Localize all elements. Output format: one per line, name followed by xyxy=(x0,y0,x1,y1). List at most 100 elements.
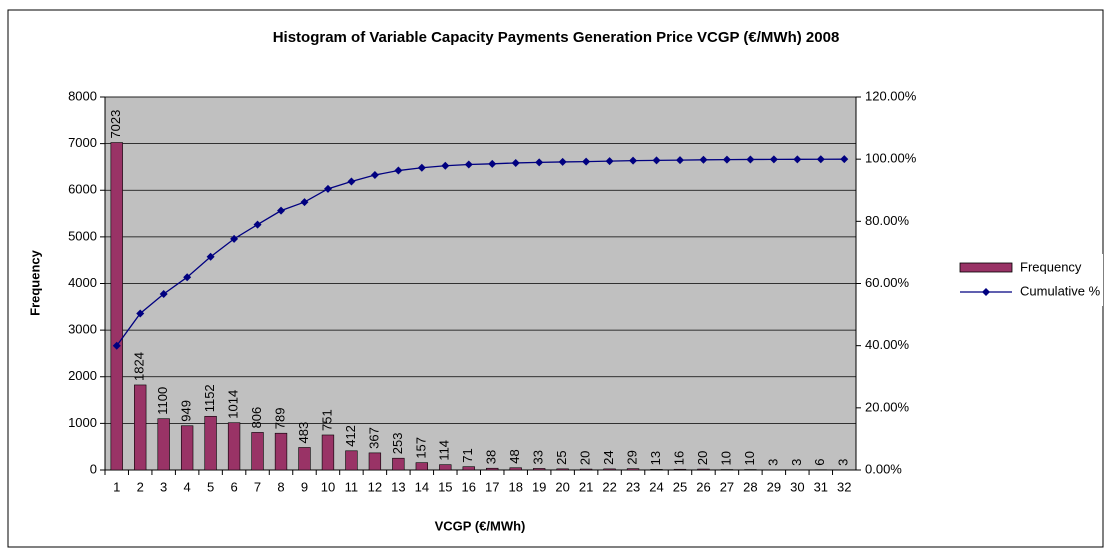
x-tick-label: 16 xyxy=(462,479,476,494)
marker xyxy=(417,163,426,172)
data-label: 367 xyxy=(366,427,381,449)
y-tick-label: 6000 xyxy=(68,182,97,197)
data-label: 1824 xyxy=(132,352,147,381)
bar xyxy=(650,469,663,471)
data-label: 3 xyxy=(765,459,780,466)
x-tick-label: 18 xyxy=(508,479,522,494)
y2-tick-label: 0.00% xyxy=(865,461,902,476)
legend: Frequency Cumulative % xyxy=(953,254,1103,306)
bar xyxy=(180,425,194,471)
bar xyxy=(204,415,217,471)
x-tick-label: 25 xyxy=(673,479,687,494)
y2-tick-label: 100.00% xyxy=(865,151,917,166)
x-tick-label: 15 xyxy=(438,479,452,494)
y2-tick-label: 40.00% xyxy=(865,337,910,352)
marker xyxy=(159,289,168,298)
marker xyxy=(488,159,497,168)
x-tick-label: 12 xyxy=(368,479,382,494)
bar xyxy=(251,432,264,471)
bar xyxy=(392,457,405,471)
data-label: 157 xyxy=(413,437,428,459)
x-tick-label: 23 xyxy=(626,479,640,494)
x-tick-label: 14 xyxy=(415,479,429,494)
marker xyxy=(112,341,121,350)
data-label: 38 xyxy=(484,450,499,464)
bar xyxy=(462,466,475,471)
marker xyxy=(136,309,145,318)
data-label: 29 xyxy=(624,450,639,464)
bar xyxy=(227,422,241,471)
legend-label: Frequency xyxy=(1020,259,1082,274)
legend-label: Cumulative % xyxy=(1020,283,1101,298)
data-label: 25 xyxy=(554,450,569,464)
marker xyxy=(277,206,286,215)
data-label: 33 xyxy=(531,450,546,464)
marker xyxy=(722,155,731,164)
bar xyxy=(415,462,428,471)
data-label: 949 xyxy=(179,400,194,422)
marker xyxy=(629,156,638,165)
y-tick-label: 4000 xyxy=(68,275,97,290)
marker xyxy=(652,156,661,165)
y-tick-label: 2000 xyxy=(68,368,97,383)
data-label: 3 xyxy=(789,459,804,466)
marker xyxy=(746,155,755,164)
bar xyxy=(509,467,522,471)
data-label: 806 xyxy=(249,407,264,429)
y2-tick-label: 80.00% xyxy=(865,213,910,228)
y-tick-label: 8000 xyxy=(68,88,97,103)
legend-marker xyxy=(982,288,990,296)
bar xyxy=(439,464,452,471)
x-tick-label: 31 xyxy=(814,479,828,494)
marker xyxy=(206,252,215,261)
marker xyxy=(793,155,802,164)
x-tick-label: 19 xyxy=(532,479,546,494)
data-label: 24 xyxy=(601,450,616,464)
marker xyxy=(253,220,262,229)
data-label: 10 xyxy=(718,451,733,465)
data-label: 3 xyxy=(836,459,851,466)
data-label: 6 xyxy=(812,458,827,465)
marker xyxy=(840,155,849,164)
marker xyxy=(230,234,239,243)
marker xyxy=(605,157,614,166)
bar xyxy=(697,468,710,471)
data-label: 253 xyxy=(390,433,405,455)
marker xyxy=(347,177,356,186)
bar xyxy=(274,432,288,471)
y-tick-label: 0 xyxy=(90,461,97,476)
marker xyxy=(699,155,708,164)
bar xyxy=(533,468,546,471)
data-label: 789 xyxy=(272,408,287,430)
y2-tick-label: 20.00% xyxy=(865,399,910,414)
marker xyxy=(582,157,591,166)
legend-swatch xyxy=(959,262,1013,273)
x-tick-label: 1 xyxy=(113,479,120,494)
x-tick-label: 3 xyxy=(160,479,167,494)
y-tick-label: 7000 xyxy=(68,135,97,150)
marker xyxy=(370,171,379,180)
marker xyxy=(511,158,520,167)
bar xyxy=(486,467,499,471)
y-tick-label: 1000 xyxy=(68,415,97,430)
chart-title: Histogram of Variable Capacity Payments … xyxy=(273,29,840,46)
y-tick-label: 3000 xyxy=(68,322,97,337)
x-tick-label: 7 xyxy=(254,479,261,494)
data-label: 71 xyxy=(460,448,475,462)
x-tick-label: 21 xyxy=(579,479,593,494)
x-tick-label: 9 xyxy=(301,479,308,494)
data-label: 751 xyxy=(319,409,334,431)
x-tick-label: 24 xyxy=(649,479,663,494)
x-tick-label: 4 xyxy=(184,479,191,494)
marker xyxy=(675,156,684,165)
x-axis-label: VCGP (€/MWh) xyxy=(435,518,526,533)
y-tick-label: 5000 xyxy=(68,228,97,243)
x-tick-label: 28 xyxy=(743,479,757,494)
x-tick-label: 30 xyxy=(790,479,804,494)
x-tick-label: 8 xyxy=(277,479,284,494)
marker xyxy=(394,166,403,175)
x-tick-label: 26 xyxy=(696,479,710,494)
x-tick-label: 32 xyxy=(837,479,851,494)
marker xyxy=(300,198,309,207)
